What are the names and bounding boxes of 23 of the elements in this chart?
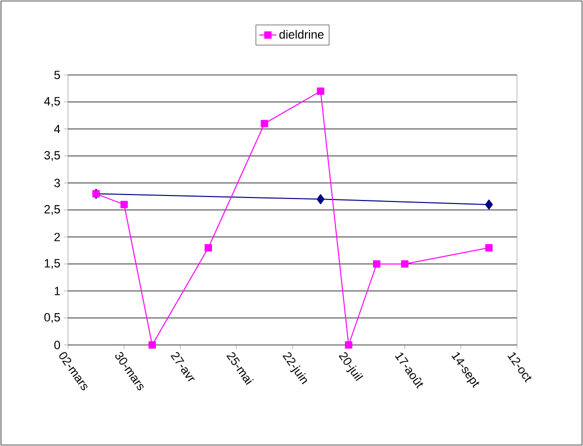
point (316, 87, 324, 95)
y-tick-label: 1 (54, 286, 60, 296)
y-tick-label: 4,5 (44, 97, 60, 107)
point (372, 260, 380, 268)
point (120, 200, 128, 208)
y-tick-label: 1,5 (44, 259, 60, 269)
point (485, 200, 493, 210)
point (260, 120, 268, 128)
legend-label: dieldrine (279, 30, 324, 39)
point (316, 194, 324, 204)
y-tick-label: 3,5 (44, 151, 60, 161)
point (204, 244, 212, 252)
point (401, 260, 408, 268)
y-tick-label: 5 (54, 70, 60, 80)
point (148, 341, 156, 349)
y-tick-label: 2 (54, 232, 60, 242)
point (344, 341, 352, 349)
point (485, 244, 493, 252)
y-tick-label: 0 (54, 340, 60, 350)
y-tick-label: 3 (54, 178, 60, 188)
y-tick-label: 2,5 (44, 205, 60, 215)
y-tick-label: 0,5 (44, 313, 60, 323)
y-tick-label: 4 (54, 124, 60, 134)
